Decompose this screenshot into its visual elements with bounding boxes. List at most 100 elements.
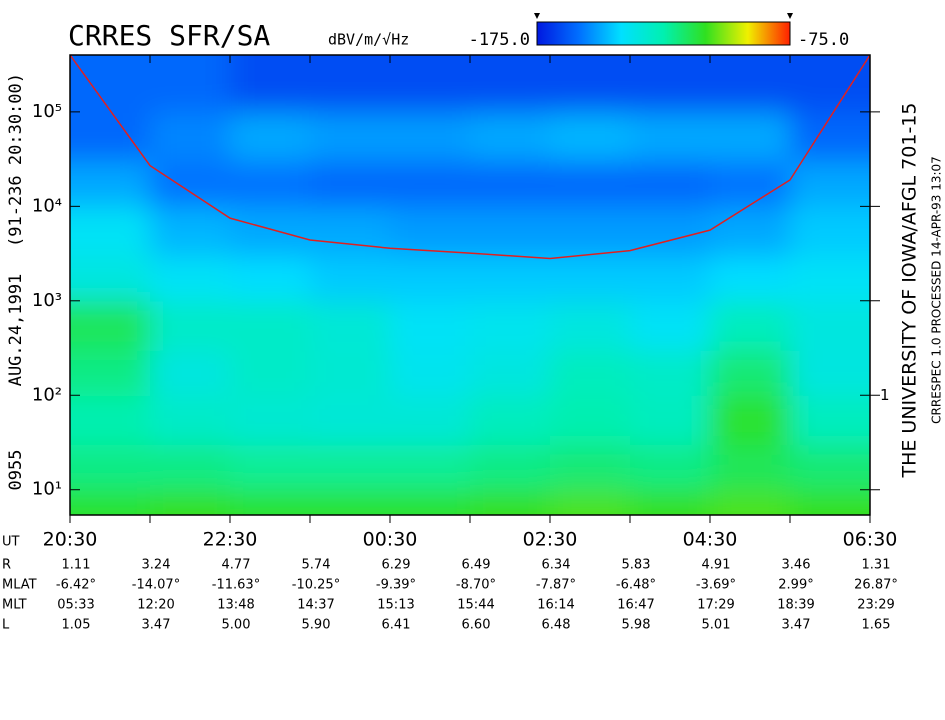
spectrogram-cell — [230, 350, 311, 396]
spectrogram-cell — [630, 300, 711, 351]
spectrogram-cell — [630, 55, 711, 113]
ephemeris-value: 23:29 — [857, 598, 894, 613]
spectrogram — [70, 55, 870, 515]
spectrogram-cell — [70, 161, 151, 207]
ephemeris-value: 3.47 — [782, 618, 811, 633]
ephemeris-value: 1.31 — [862, 558, 891, 573]
ephemeris-value: 6.34 — [542, 558, 571, 573]
ephemeris-value: 3.46 — [782, 558, 811, 573]
spectrogram-cell — [790, 161, 870, 207]
ephemeris-value: 3.47 — [142, 618, 171, 633]
spectrogram-cell — [150, 395, 231, 446]
spectrogram-cell — [790, 395, 870, 446]
left-label: (91-236 20:30:00) — [6, 73, 26, 247]
x-tick-label: 04:30 — [683, 529, 738, 551]
spectrogram-cell — [470, 395, 551, 446]
ephemeris-label: MLT — [2, 598, 27, 613]
ephemeris-value: 16:47 — [617, 598, 654, 613]
spectrogram-cell — [790, 206, 870, 257]
spectrogram-cell — [790, 111, 870, 162]
colorbar-tick — [787, 13, 793, 19]
spectrogram-cell — [70, 489, 151, 515]
spectrogram-cell — [310, 350, 391, 396]
ephemeris-value: 18:39 — [777, 598, 814, 613]
ephemeris-value: -11.63° — [212, 578, 260, 593]
ephemeris-value: 12:20 — [137, 598, 174, 613]
spectrogram-cell — [470, 255, 551, 302]
ephemeris-value: 6.29 — [382, 558, 411, 573]
colorbar — [536, 21, 791, 46]
right-label: CRRESPEC 1.0 PROCESSED 14-APR-93 13:07 — [930, 156, 944, 424]
ephemeris-value: -3.69° — [696, 578, 736, 593]
spectrogram-cell — [70, 255, 151, 302]
ephemeris-value: 16:14 — [537, 598, 574, 613]
spectrogram-cell — [150, 300, 231, 351]
spectrogram-cell — [790, 444, 870, 491]
spectrogram-cell — [630, 255, 711, 302]
chart-title: CRRES SFR/SA — [68, 19, 270, 52]
spectrogram-cell — [550, 444, 631, 491]
spectrogram-cell — [310, 111, 391, 162]
ephemeris-value: 1.05 — [62, 618, 91, 633]
ephemeris-value: 5.98 — [622, 618, 651, 633]
x-tick-label: 06:30 — [843, 529, 898, 551]
spectrogram-cell — [390, 161, 471, 207]
ephemeris-label: L — [2, 618, 10, 633]
spectrogram-cell — [310, 206, 391, 257]
spectrogram-cell — [470, 300, 551, 351]
spectrogram-cell — [710, 395, 791, 446]
spectrogram-cell — [70, 300, 151, 351]
spectrogram-cell — [710, 161, 791, 207]
ephemeris-value: 17:29 — [697, 598, 734, 613]
spectrogram-cell — [470, 489, 551, 515]
spectrogram-cell — [470, 161, 551, 207]
ephemeris-value: -9.39° — [376, 578, 416, 593]
spectrogram-cell — [710, 255, 791, 302]
spectrogram-cell — [230, 300, 311, 351]
ephemeris-value: -6.42° — [56, 578, 96, 593]
ephemeris-value: 4.91 — [702, 558, 731, 573]
spectrogram-cell — [310, 395, 391, 446]
spectrogram-cell — [550, 55, 631, 113]
ephemeris-value: 2.99° — [778, 578, 813, 593]
spectrogram-cell — [150, 206, 231, 257]
spectrogram-cell — [150, 55, 231, 113]
spectrogram-cell — [70, 206, 151, 257]
units-label: dBV/m/√Hz — [328, 31, 409, 49]
spectrogram-cell — [70, 55, 151, 113]
y-tick-label: 10¹ — [32, 479, 62, 500]
spectrogram-cell — [710, 444, 791, 491]
ephemeris-value: 5.90 — [302, 618, 331, 633]
spectrogram-cell — [310, 300, 391, 351]
ephemeris-value: 6.60 — [462, 618, 491, 633]
spectrogram-cell — [550, 111, 631, 162]
x-tick-label: 20:30 — [43, 529, 98, 551]
spectrogram-cell — [550, 206, 631, 257]
ephemeris-value: 5.83 — [622, 558, 651, 573]
spectrogram-cell — [470, 206, 551, 257]
spectrogram-cell — [230, 255, 311, 302]
ephemeris-value: -14.07° — [132, 578, 180, 593]
spectrogram-cell — [390, 255, 471, 302]
y-tick-label: 10³ — [32, 290, 62, 311]
spectrogram-cell — [630, 206, 711, 257]
spectrogram-cell — [230, 395, 311, 446]
ephemeris-value: 13:48 — [217, 598, 254, 613]
y-tick-label: 10⁴ — [32, 195, 62, 216]
spectrogram-cell — [470, 350, 551, 396]
ephemeris-value: 6.49 — [462, 558, 491, 573]
spectrogram-cell — [70, 350, 151, 396]
right-axis-label: 1 — [880, 386, 890, 404]
spectrogram-cell — [390, 489, 471, 515]
ephemeris-value: 5.00 — [222, 618, 251, 633]
spectrogram-cell — [150, 350, 231, 396]
spectrogram-cell — [630, 444, 711, 491]
spectrogram-cell — [230, 111, 311, 162]
spectrogram-cell — [790, 489, 870, 515]
spectrogram-cell — [150, 489, 231, 515]
ephemeris-value: -7.87° — [536, 578, 576, 593]
spectrogram-cell — [310, 255, 391, 302]
spectrogram-cell — [710, 300, 791, 351]
